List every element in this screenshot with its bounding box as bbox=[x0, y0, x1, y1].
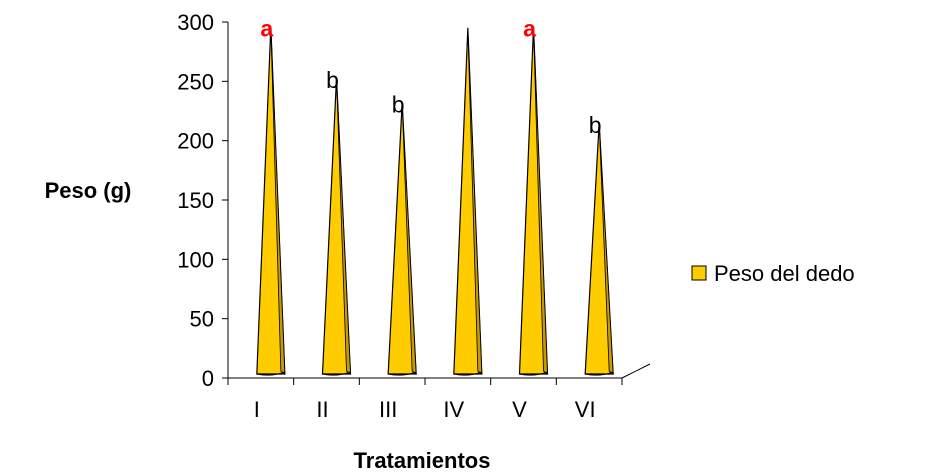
x-tick-label: IV bbox=[443, 397, 464, 422]
significance-labels: a b b a b bbox=[260, 16, 601, 138]
x-tick-label: I bbox=[254, 397, 260, 422]
significance-label: b bbox=[392, 92, 405, 118]
y-tick-label: 50 bbox=[190, 307, 214, 332]
cone-base bbox=[453, 371, 483, 376]
x-tick-label: VI bbox=[575, 397, 596, 422]
y-axis: 0 50 100 150 200 250 300 bbox=[177, 10, 229, 391]
x-tick-label: III bbox=[379, 397, 397, 422]
x-tick-label: V bbox=[512, 397, 527, 422]
y-tick-label: 200 bbox=[177, 129, 214, 154]
cone-base bbox=[585, 371, 614, 376]
y-tick-label: 100 bbox=[177, 247, 214, 272]
significance-label: b bbox=[326, 67, 339, 93]
x-tick-label: II bbox=[316, 397, 328, 422]
y-tick-label: 0 bbox=[202, 366, 214, 391]
x-axis-title: Tratamientos bbox=[354, 448, 491, 473]
cone-bar bbox=[518, 26, 549, 376]
y-tick-label: 300 bbox=[177, 10, 214, 35]
y-tick-label: 150 bbox=[177, 188, 214, 213]
cone-bar bbox=[256, 26, 286, 376]
significance-label: b bbox=[589, 112, 602, 138]
significance-label: a bbox=[260, 16, 273, 42]
y-axis-title: Peso (g) bbox=[45, 178, 132, 203]
cone-bar bbox=[321, 77, 352, 376]
significance-label: a bbox=[523, 16, 536, 42]
cone-bar bbox=[584, 122, 614, 376]
legend: Peso del dedo bbox=[691, 261, 855, 286]
cone-bar bbox=[453, 27, 483, 376]
cone-base bbox=[256, 371, 286, 376]
bars bbox=[256, 26, 614, 376]
legend-swatch bbox=[691, 265, 707, 281]
cone-bar bbox=[387, 102, 417, 376]
cone-base bbox=[322, 371, 351, 376]
cone-base bbox=[519, 371, 548, 376]
cone-base bbox=[388, 371, 417, 376]
x-axis-depth-line bbox=[621, 363, 651, 379]
x-axis: I II III IV V VI bbox=[227, 363, 651, 422]
legend-label: Peso del dedo bbox=[714, 261, 855, 286]
y-tick-label: 250 bbox=[177, 69, 214, 94]
